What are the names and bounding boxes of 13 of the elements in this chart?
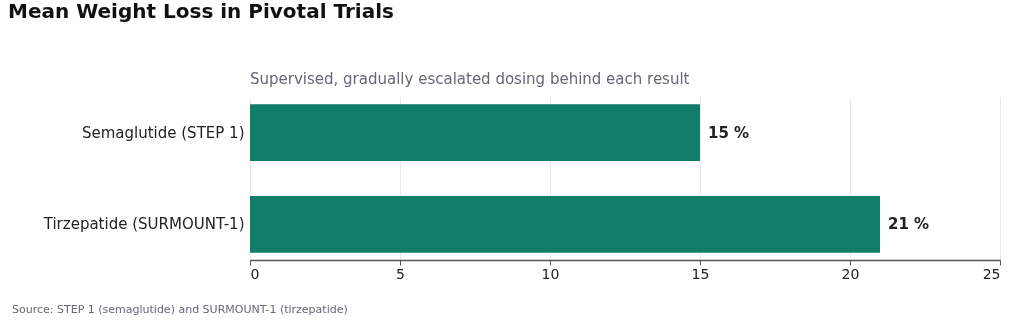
x-tick-label: 0	[250, 265, 260, 282]
chart-subtitle: Supervised, gradually escalated dosing behind each result	[250, 70, 690, 88]
x-tick-label: 25	[982, 265, 1001, 282]
source-note: Source: STEP 1 (semaglutide) and SURMOUNT-1 (tirzepatide)	[12, 303, 348, 316]
y-tick-label: Semaglutide (STEP 1)	[81, 123, 245, 142]
chart-title: Mean Weight Loss in Pivotal Trials	[8, 0, 394, 23]
x-tick-label: 15	[691, 265, 710, 282]
x-tick-label: 10	[541, 265, 560, 282]
data-label: 21 %	[888, 215, 930, 234]
x-tick-label: 20	[841, 265, 860, 282]
x-tick-label: 5	[396, 265, 405, 282]
data-label: 15 %	[708, 123, 750, 142]
y-tick-label: Tirzepatide (SURMOUNT-1)	[42, 215, 245, 234]
